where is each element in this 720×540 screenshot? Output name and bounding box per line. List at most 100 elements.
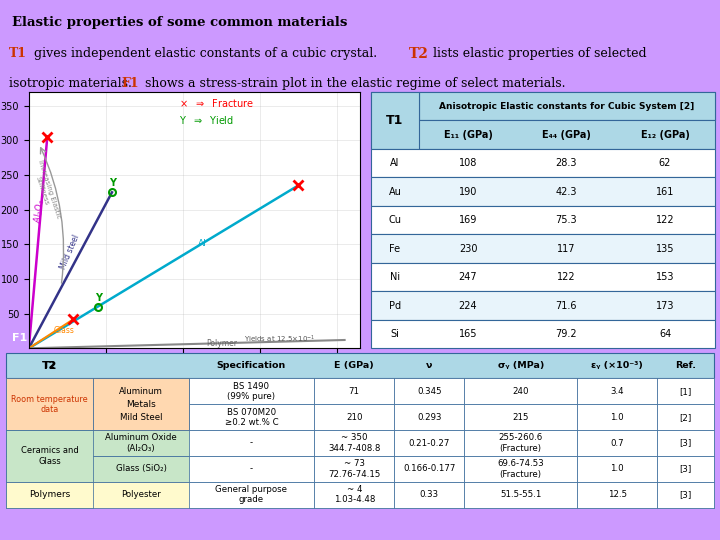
FancyBboxPatch shape (371, 206, 715, 234)
Text: $Al_2O_3$: $Al_2O_3$ (32, 198, 48, 224)
Text: ν: ν (426, 361, 433, 370)
Text: E₁₂ (GPa): E₁₂ (GPa) (641, 130, 690, 139)
Text: [2]: [2] (680, 413, 692, 422)
FancyBboxPatch shape (6, 430, 714, 456)
Text: Polymers: Polymers (29, 490, 70, 500)
FancyBboxPatch shape (315, 482, 395, 508)
Text: 161: 161 (656, 186, 674, 197)
Text: Polyester: Polyester (121, 490, 161, 500)
Text: 0.33: 0.33 (420, 490, 439, 500)
FancyBboxPatch shape (657, 379, 714, 404)
Text: BS 070M20
≥0.2 wt.% C: BS 070M20 ≥0.2 wt.% C (225, 408, 278, 427)
Text: Cu: Cu (388, 215, 401, 225)
FancyBboxPatch shape (6, 482, 94, 508)
Text: Mild Steel: Mild Steel (120, 413, 162, 422)
Text: Si: Si (390, 329, 400, 339)
Text: 75.3: 75.3 (555, 215, 577, 225)
Text: 0.166-0.177: 0.166-0.177 (403, 464, 456, 474)
FancyBboxPatch shape (577, 430, 657, 456)
FancyBboxPatch shape (189, 379, 315, 404)
Text: εᵧ (×10⁻³): εᵧ (×10⁻³) (591, 361, 643, 370)
Text: 0.21-0.27: 0.21-0.27 (409, 438, 450, 448)
Text: T2: T2 (42, 361, 58, 370)
Text: 3.4: 3.4 (611, 387, 624, 396)
Text: Y  $\Rightarrow$  Yield: Y $\Rightarrow$ Yield (179, 114, 234, 126)
FancyBboxPatch shape (371, 291, 715, 320)
Text: T2: T2 (408, 48, 428, 62)
Text: Au: Au (389, 186, 401, 197)
Text: Glass: Glass (53, 326, 74, 335)
FancyBboxPatch shape (189, 456, 315, 482)
FancyBboxPatch shape (6, 482, 714, 508)
Text: 210: 210 (346, 413, 363, 422)
Text: Elastic properties of some common materials: Elastic properties of some common materi… (12, 16, 347, 30)
Text: $\times$  $\Rightarrow$  Fracture: $\times$ $\Rightarrow$ Fracture (179, 97, 254, 109)
Text: [3]: [3] (680, 464, 692, 474)
Text: Ref.: Ref. (675, 361, 696, 370)
X-axis label: $\varepsilon$  ($\times10^{-3}$)  $\rightarrow$: $\varepsilon$ ($\times10^{-3}$) $\righta… (161, 369, 228, 384)
Text: 69.6-74.53
(Fracture): 69.6-74.53 (Fracture) (498, 459, 544, 478)
Text: E₁₁ (GPa): E₁₁ (GPa) (444, 130, 492, 139)
FancyBboxPatch shape (419, 92, 715, 120)
Text: F1: F1 (121, 77, 139, 90)
FancyBboxPatch shape (395, 456, 464, 482)
FancyBboxPatch shape (189, 430, 315, 456)
FancyBboxPatch shape (657, 430, 714, 456)
Text: 0.345: 0.345 (417, 387, 441, 396)
Text: T1: T1 (386, 114, 404, 127)
FancyBboxPatch shape (371, 234, 715, 263)
Text: 173: 173 (656, 301, 675, 310)
FancyBboxPatch shape (577, 482, 657, 508)
Text: 122: 122 (656, 215, 675, 225)
Text: 255-260.6
(Fracture): 255-260.6 (Fracture) (499, 434, 543, 453)
FancyBboxPatch shape (395, 404, 464, 430)
Text: 71: 71 (348, 387, 360, 396)
Text: 62: 62 (659, 158, 671, 168)
FancyBboxPatch shape (94, 379, 189, 430)
FancyBboxPatch shape (464, 379, 577, 404)
Text: 42.3: 42.3 (555, 186, 577, 197)
FancyBboxPatch shape (189, 482, 315, 508)
Text: 79.2: 79.2 (555, 329, 577, 339)
Text: [3]: [3] (680, 490, 692, 500)
FancyBboxPatch shape (371, 177, 715, 206)
Text: 108: 108 (459, 158, 477, 168)
FancyBboxPatch shape (657, 456, 714, 482)
Text: 153: 153 (656, 272, 675, 282)
Text: Metals: Metals (126, 400, 156, 409)
FancyBboxPatch shape (6, 379, 714, 404)
Text: Fe: Fe (390, 244, 400, 254)
FancyBboxPatch shape (657, 404, 714, 430)
FancyBboxPatch shape (6, 404, 714, 430)
Text: 117: 117 (557, 244, 575, 254)
Text: [1]: [1] (680, 387, 692, 396)
FancyBboxPatch shape (577, 404, 657, 430)
Text: Y: Y (95, 293, 102, 303)
Text: T2: T2 (43, 361, 56, 370)
Text: 215: 215 (513, 413, 529, 422)
FancyBboxPatch shape (577, 456, 657, 482)
FancyBboxPatch shape (395, 430, 464, 456)
Text: [3]: [3] (680, 438, 692, 448)
FancyBboxPatch shape (371, 149, 715, 177)
Text: 28.3: 28.3 (555, 158, 577, 168)
Text: ~ 4
1.03-4.48: ~ 4 1.03-4.48 (333, 485, 375, 504)
FancyBboxPatch shape (315, 379, 395, 404)
Text: isotropic materials.: isotropic materials. (9, 77, 140, 90)
Text: Increasing Elastic
Stiffness: Increasing Elastic Stiffness (30, 159, 61, 221)
Text: ~ 350
344.7-408.8: ~ 350 344.7-408.8 (328, 434, 380, 453)
FancyBboxPatch shape (395, 379, 464, 404)
FancyBboxPatch shape (371, 92, 419, 149)
FancyBboxPatch shape (577, 379, 657, 404)
Text: Yields at $12.5{\times}10^{-1}$: Yields at $12.5{\times}10^{-1}$ (245, 334, 316, 345)
Text: Al: Al (198, 239, 207, 248)
Text: 240: 240 (513, 387, 529, 396)
FancyBboxPatch shape (6, 456, 714, 482)
Text: 122: 122 (557, 272, 575, 282)
Text: Anisotropic Elastic constants for Cubic System [2]: Anisotropic Elastic constants for Cubic … (439, 102, 695, 111)
FancyBboxPatch shape (657, 482, 714, 508)
Text: 0.293: 0.293 (417, 413, 441, 422)
Text: 190: 190 (459, 186, 477, 197)
FancyBboxPatch shape (371, 92, 715, 120)
FancyBboxPatch shape (464, 482, 577, 508)
